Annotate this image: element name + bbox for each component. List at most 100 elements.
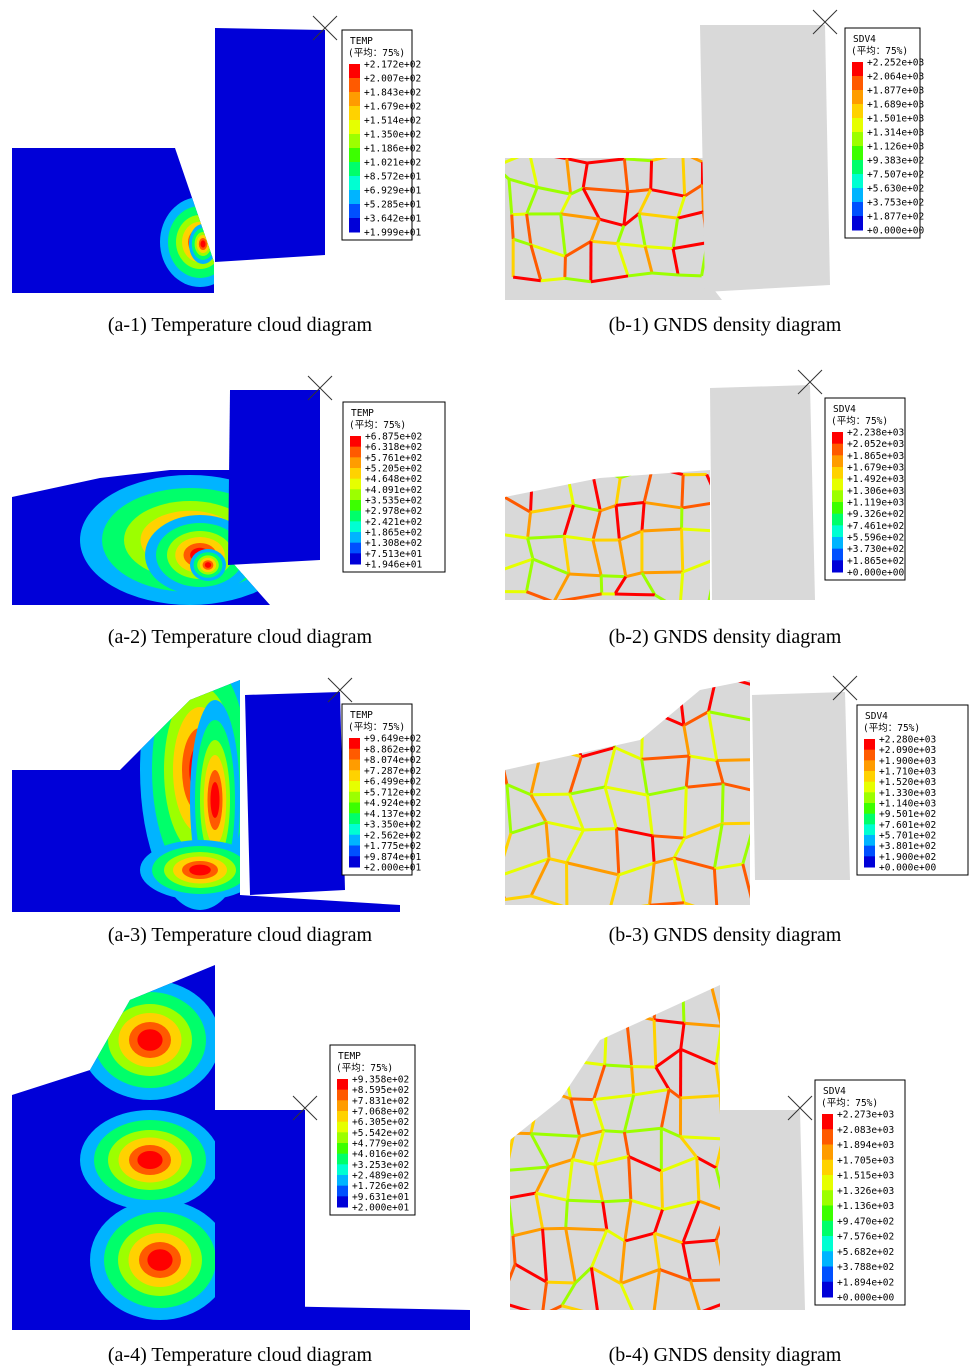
grain-boundary — [541, 1061, 547, 1088]
legend-label: +1.515e+03 — [837, 1171, 894, 1182]
legend-band — [349, 760, 360, 771]
grain-boundary — [683, 978, 712, 984]
legend-label: +5.712e+02 — [364, 787, 421, 798]
legend-band — [864, 835, 875, 846]
legend-label: +0.000e+00 — [867, 226, 924, 237]
grain-boundary — [598, 1313, 633, 1316]
grain-boundary — [533, 979, 562, 981]
legend-subtitle: (平均：75%) — [349, 419, 406, 431]
panel: SDV4(平均：75%)+2.273e+03+2.083e+03+1.894e+… — [500, 978, 905, 1366]
grain-boundary — [529, 152, 566, 158]
legend-label: +1.726e+02 — [352, 1181, 409, 1192]
grain-boundary — [571, 1099, 594, 1100]
legend-band — [864, 846, 875, 857]
grain-boundary — [565, 256, 566, 278]
legend-band — [822, 1206, 833, 1222]
legend-label: +8.595e+02 — [352, 1085, 409, 1096]
grain-boundary — [603, 1200, 631, 1201]
grain-boundary — [626, 983, 633, 1014]
legend-label: +1.877e+03 — [867, 86, 924, 97]
legend-label: +5.761e+02 — [365, 453, 422, 464]
caption: (a-1) Temperature cloud diagram — [108, 314, 373, 336]
legend-band — [349, 78, 360, 93]
legend-label: +8.074e+02 — [364, 755, 421, 766]
legend-band — [832, 502, 843, 514]
legend-band — [822, 1129, 833, 1145]
grain-boundary — [604, 1131, 625, 1132]
legend-label: +9.358e+02 — [352, 1075, 409, 1086]
legend-band — [337, 1175, 348, 1186]
legend-label: +1.140e+03 — [879, 799, 936, 810]
legend-band — [822, 1114, 833, 1130]
legend: SDV4(平均：75%)+2.252e+03+2.064e+03+1.877e+… — [845, 28, 924, 238]
grain-boundary — [543, 1013, 569, 1019]
grain-boundary — [634, 1313, 654, 1319]
caption: (a-3) Temperature cloud diagram — [108, 924, 373, 946]
legend-band — [852, 90, 863, 105]
legend: SDV4(平均：75%)+2.238e+03+2.052e+03+1.865e+… — [825, 398, 905, 580]
legend-label: +3.788e+02 — [837, 1262, 894, 1273]
grain-boundary — [502, 710, 548, 721]
grain-boundary — [603, 992, 607, 1016]
legend-band — [349, 204, 360, 219]
grain-boundary — [697, 1157, 699, 1201]
field — [80, 980, 230, 1320]
legend-subtitle: (平均：75%) — [863, 722, 920, 734]
legend-band — [864, 792, 875, 803]
legend-band — [852, 188, 863, 203]
legend-label: +1.021e+02 — [364, 158, 421, 169]
legend-title: TEMP — [350, 710, 373, 721]
grain-boundary — [601, 576, 602, 594]
legend-band — [822, 1236, 833, 1252]
legend-label: +6.929e+01 — [364, 186, 421, 197]
grain-boundary — [632, 1067, 656, 1068]
legend-band — [337, 1164, 348, 1175]
grain-boundary — [653, 1312, 700, 1318]
cutting-tool — [215, 28, 325, 262]
legend-band — [832, 525, 843, 537]
legend-band — [350, 543, 361, 554]
grain-boundary — [722, 784, 723, 824]
grain-boundary — [528, 536, 564, 538]
cutting-tool — [710, 385, 815, 600]
grain-boundary — [632, 1067, 634, 1095]
grain-boundary — [499, 496, 504, 533]
legend-band — [852, 104, 863, 119]
legend-label: +2.273e+03 — [837, 1110, 894, 1121]
grain-boundary — [571, 710, 600, 726]
grain-boundary — [682, 475, 683, 508]
legend-band — [349, 106, 360, 121]
grain-boundary — [516, 1057, 548, 1061]
legend: TEMP(平均：75%)+6.875e+02+6.318e+02+5.761e+… — [343, 402, 445, 572]
grain-boundary — [499, 747, 507, 784]
caption: (b-2) GNDS density diagram — [609, 626, 842, 648]
grain-boundary — [508, 1013, 543, 1019]
grain-boundary — [533, 465, 568, 478]
legend-subtitle: (平均：75%) — [336, 1062, 393, 1074]
legend-band — [349, 803, 360, 814]
legend-label: +2.090e+03 — [879, 745, 936, 756]
grain-boundary — [678, 275, 701, 276]
legend-label: +1.705e+03 — [837, 1155, 894, 1166]
legend-band — [349, 781, 360, 792]
legend-label: +4.016e+02 — [352, 1149, 409, 1160]
legend-band — [832, 560, 843, 572]
grain-boundary — [499, 534, 500, 571]
legend-band — [337, 1111, 348, 1122]
legend-band — [337, 1122, 348, 1133]
legend-band — [832, 467, 843, 479]
legend-band — [864, 750, 875, 761]
legend-band — [822, 1282, 833, 1298]
grain-boundary — [571, 681, 582, 726]
legend-label: +1.306e+03 — [847, 486, 904, 497]
grain-boundary — [547, 1282, 576, 1283]
legend-label: +5.542e+02 — [352, 1128, 409, 1139]
grain-boundary — [562, 1013, 569, 1060]
grain-boundary — [680, 603, 709, 609]
legend-band — [832, 444, 843, 456]
legend-title: TEMP — [351, 408, 374, 419]
legend-label: +9.383e+02 — [867, 156, 924, 167]
grain-boundary — [682, 529, 683, 572]
panel: TEMP(平均：75%)+2.172e+02+2.007e+02+1.843e+… — [12, 16, 421, 336]
legend-title: SDV4 — [823, 1086, 846, 1097]
